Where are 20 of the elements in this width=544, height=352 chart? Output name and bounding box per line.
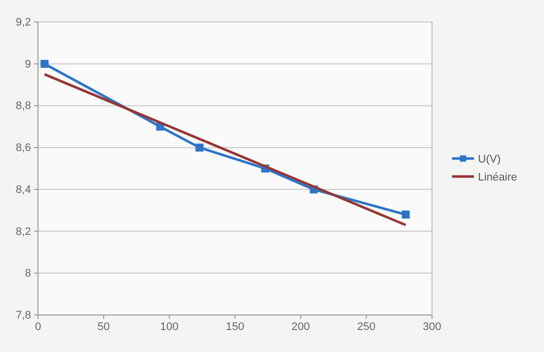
legend-label: Linéaire xyxy=(478,172,518,184)
y-tick-label: 8,4 xyxy=(16,184,31,196)
x-tick-label: 50 xyxy=(98,320,110,333)
y-tick-label: 8,2 xyxy=(16,226,31,238)
x-tick-label: 200 xyxy=(291,320,310,333)
x-tick-label: 150 xyxy=(226,320,244,333)
y-tick-label: 8 xyxy=(24,268,31,280)
y-tick-label: 8,8 xyxy=(16,100,31,112)
x-tick-label: 250 xyxy=(357,320,376,333)
legend-label: U(V) xyxy=(478,154,501,166)
point xyxy=(196,144,204,152)
y-tick-label: 8,6 xyxy=(16,142,31,154)
point xyxy=(402,210,410,219)
y-tick-label: 7,8 xyxy=(16,310,31,322)
y-tick-label: 9 xyxy=(24,58,31,70)
y-tick-label: 9,2 xyxy=(16,16,31,29)
x-tick-label: 100 xyxy=(160,320,179,333)
point xyxy=(40,60,49,68)
x-tick-label: 300 xyxy=(422,320,442,333)
x-tick-label: 0 xyxy=(34,320,42,333)
